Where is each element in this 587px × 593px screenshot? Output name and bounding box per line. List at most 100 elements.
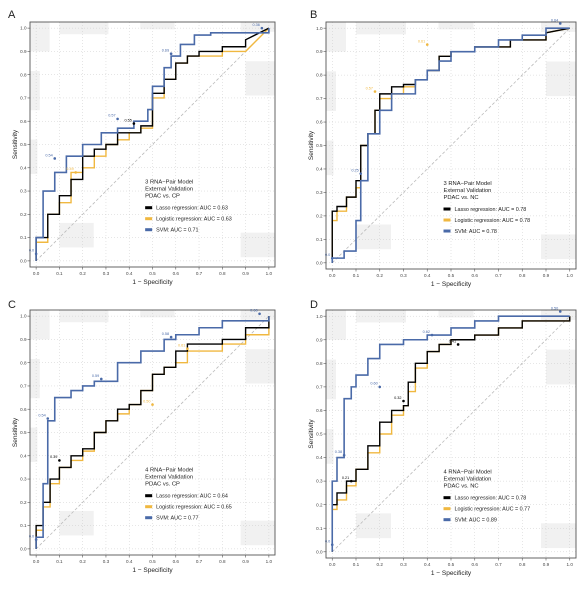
threshold-point xyxy=(169,335,173,339)
background-shade xyxy=(541,22,576,32)
y-tick-label: 0.5 xyxy=(316,432,323,437)
legend-key-svm xyxy=(443,229,451,233)
x-tick-label: 1.0 xyxy=(266,559,273,564)
x-tick-label: 0.4 xyxy=(424,273,431,278)
y-tick-label: 0.3 xyxy=(316,190,323,195)
background-shade xyxy=(240,22,275,32)
x-tick-label: 0.5 xyxy=(149,559,156,564)
y-tick-label: 0.6 xyxy=(20,407,27,412)
x-tick-label: 0.2 xyxy=(377,273,384,278)
x-tick-label: 0.9 xyxy=(543,562,550,567)
threshold-label: 0.60 xyxy=(370,382,377,386)
x-tick-label: 0.2 xyxy=(79,271,86,276)
x-tick-label: 0.1 xyxy=(353,562,360,567)
background-shade xyxy=(240,520,275,546)
legend-title-line: 4 RNA−Pair Model xyxy=(145,468,193,474)
x-tick-label: 0.3 xyxy=(103,271,110,276)
y-tick-label: 0.9 xyxy=(20,49,27,54)
y-tick-label: 0.4 xyxy=(20,165,27,170)
x-tick-label: 0.5 xyxy=(448,273,455,278)
legend-label-logistic: Logistic regression: AUC = 0.63 xyxy=(156,217,232,223)
background-shade xyxy=(541,310,576,320)
threshold-point xyxy=(430,333,434,337)
threshold-point xyxy=(258,312,261,316)
roc-curve-svm xyxy=(331,315,570,552)
y-tick-label: 0.1 xyxy=(316,237,323,242)
x-tick-label: 0.8 xyxy=(219,271,226,276)
legend-title-line: External Validation xyxy=(444,188,492,194)
threshold-point xyxy=(132,122,136,125)
diagonal-reference-line xyxy=(331,315,571,553)
x-axis-title: 1 − Specificity xyxy=(431,570,472,577)
background-shade xyxy=(240,232,275,258)
legend-title-line: 3 RNA−Pair Model xyxy=(145,180,193,186)
threshold-label: 0.50 xyxy=(551,306,558,310)
legend-label-svm: SVM: AUC = 0.89 xyxy=(455,518,497,524)
background-shade xyxy=(140,22,175,30)
legend-title-line: External Validation xyxy=(145,475,193,481)
x-tick-label: 0.1 xyxy=(56,559,63,564)
background-shade xyxy=(541,523,576,549)
y-tick-label: 0.8 xyxy=(316,73,323,78)
legend-label-svm: SVM: AUC = 0.71 xyxy=(156,228,198,234)
x-axis-title: 1 − Specificity xyxy=(431,281,472,288)
threshold-label: 0.41 xyxy=(449,339,456,343)
background-shade xyxy=(30,310,50,340)
threshold-point xyxy=(349,479,353,483)
threshold-point xyxy=(53,157,57,160)
threshold-point xyxy=(46,417,50,420)
legend-label-logistic: Logistic regression: AUC = 0.65 xyxy=(156,505,232,511)
threshold-point xyxy=(34,252,38,256)
y-axis-title: Sensitivity xyxy=(12,417,19,447)
background-shade xyxy=(356,513,391,539)
y-axis-title: Sensitivity xyxy=(308,130,315,160)
y-tick-label: 0.8 xyxy=(20,72,27,77)
background-shade xyxy=(326,310,346,340)
threshold-label: 0.32 xyxy=(394,396,401,400)
y-tick-label: 1.0 xyxy=(20,26,27,31)
threshold-label: 0.50 xyxy=(143,399,150,403)
threshold-label: 0.54 xyxy=(38,413,45,417)
y-tick-label: 0.2 xyxy=(316,502,323,507)
y-tick-label: 0.5 xyxy=(20,430,27,435)
threshold-point xyxy=(58,459,61,462)
background-shade xyxy=(30,359,40,399)
legend-title-line: External Validation xyxy=(145,187,193,193)
background-shade xyxy=(438,22,474,30)
x-tick-label: 0.4 xyxy=(126,271,133,276)
x-tick-label: 0.2 xyxy=(79,559,86,564)
background-shade xyxy=(59,22,109,35)
x-tick-label: 1.0 xyxy=(567,273,574,278)
threshold-label: 0.39 xyxy=(50,455,57,459)
x-tick-label: 0.3 xyxy=(400,273,407,278)
legend-label-svm: SVM: AUC = 0.78 xyxy=(455,229,497,235)
background-shade xyxy=(30,22,50,52)
x-tick-label: 0.5 xyxy=(149,271,156,276)
legend-label-lasso: Lasso regression: AUC = 0.78 xyxy=(455,496,527,502)
threshold-point xyxy=(402,399,405,403)
background-shade xyxy=(326,140,334,176)
y-tick-label: 0.4 xyxy=(316,167,323,172)
background-shade xyxy=(546,349,576,385)
background-shade xyxy=(326,429,334,464)
x-tick-label: 1.0 xyxy=(567,562,574,567)
threshold-point xyxy=(169,52,173,56)
y-tick-label: 0.5 xyxy=(20,142,27,147)
roc-curve-lasso xyxy=(35,27,270,261)
y-tick-label: 0.6 xyxy=(316,120,323,125)
legend-label-logistic: Logistic regression: AUC = 0.78 xyxy=(455,218,531,224)
x-tick-label: 0.7 xyxy=(495,273,502,278)
background-shade xyxy=(326,359,336,400)
threshold-label: 0.0 xyxy=(29,534,34,538)
legend-label-svm: SVM: AUC = 0.77 xyxy=(156,516,198,522)
x-tick-label: 0.7 xyxy=(196,559,203,564)
threshold-point xyxy=(99,377,103,381)
panel-c: C 0.0 0.0 0.1 0.1 0.2 0.2 0.3 0.3 0.4 0.4 0.5 0.5 0.6… xyxy=(8,299,276,574)
y-tick-label: 1.0 xyxy=(20,314,27,319)
x-tick-label: 0.1 xyxy=(353,273,360,278)
background-shade xyxy=(240,310,275,320)
y-tick-label: 0.7 xyxy=(20,384,27,389)
x-tick-label: 0.0 xyxy=(329,273,336,278)
x-tick-label: 0.0 xyxy=(33,271,40,276)
